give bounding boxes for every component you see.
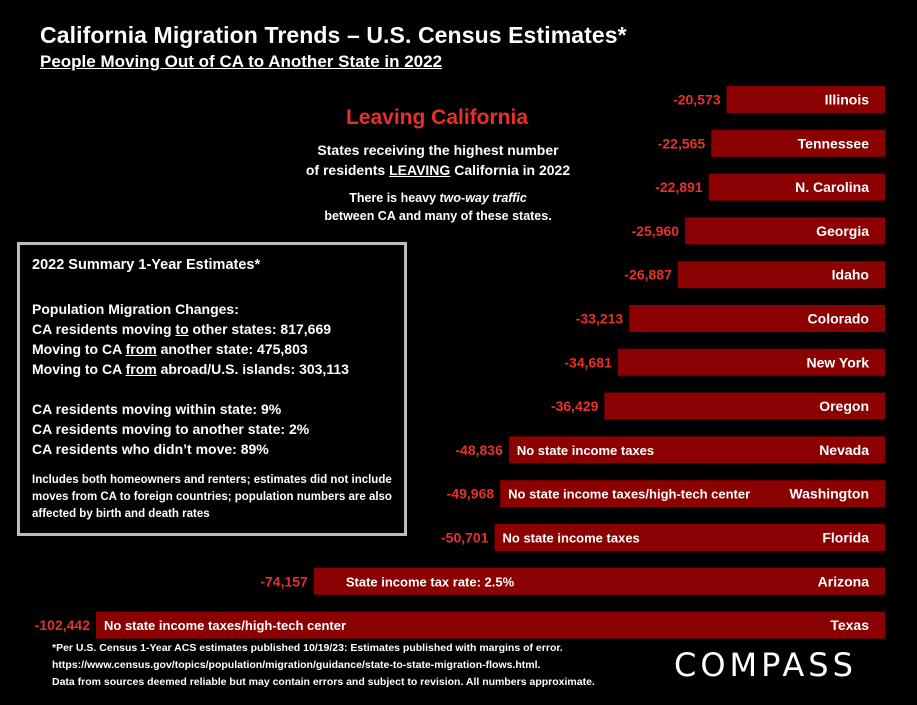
value-label-texas: -102,442 bbox=[35, 617, 90, 633]
summary-line-didnt-move: CA residents who didn’t move: 89% bbox=[32, 441, 269, 457]
bar-nevada bbox=[508, 436, 885, 464]
category-label-n-carolina: N. Carolina bbox=[795, 179, 869, 195]
value-label-arizona: -74,157 bbox=[260, 573, 308, 589]
value-label-florida: -50,701 bbox=[441, 530, 489, 546]
bar-washington bbox=[500, 480, 885, 508]
l3-a: Moving to CA bbox=[32, 361, 126, 377]
bar-florida bbox=[494, 524, 885, 551]
value-label-colorado: -33,213 bbox=[576, 311, 624, 327]
bar-idaho bbox=[677, 261, 885, 289]
bar-new-york bbox=[617, 348, 885, 376]
l2-u: from bbox=[125, 341, 157, 357]
summary-line-another-state: CA residents moving to another state: 2% bbox=[32, 421, 310, 437]
footer-line2: https://www.census.gov/topics/population… bbox=[52, 659, 541, 671]
footer-line3: Data from sources deemed reliable but ma… bbox=[52, 676, 595, 688]
summary-box: 2022 Summary 1-Year Estimates* Populatio… bbox=[17, 242, 407, 536]
annotation-florida: No state income taxes bbox=[503, 531, 640, 546]
leaving-line1: States receiving the highest number bbox=[317, 142, 559, 158]
leaving-line2-emphasis: LEAVING bbox=[389, 162, 451, 178]
summary-footnote: Includes both homeowners and renters; es… bbox=[32, 474, 392, 520]
annotation-arizona: State income tax rate: 2.5% bbox=[346, 574, 515, 589]
category-label-new-york: New York bbox=[806, 354, 869, 370]
bar-georgia bbox=[685, 217, 885, 245]
spacer bbox=[32, 379, 392, 399]
value-label-illinois: -20,573 bbox=[673, 92, 721, 108]
leaving-line2-post: California in 2022 bbox=[450, 162, 571, 178]
category-label-tennessee: Tennessee bbox=[798, 135, 870, 151]
bar-texas bbox=[96, 611, 885, 639]
l1-b: other states: 817,669 bbox=[188, 321, 332, 337]
note1-pre: There is heavy bbox=[349, 191, 440, 205]
two-way-note: There is heavy two-way traffic between C… bbox=[268, 189, 608, 225]
l2-a: Moving to CA bbox=[32, 341, 126, 357]
footer-notes: *Per U.S. Census 1-Year ACS estimates pu… bbox=[52, 640, 595, 691]
category-label-colorado: Colorado bbox=[808, 311, 869, 327]
leaving-line2: of residents LEAVING California in 2022 bbox=[268, 160, 608, 180]
leaving-description: States receiving the highest number of r… bbox=[268, 140, 608, 180]
value-label-new-york: -34,681 bbox=[564, 354, 612, 370]
l3-u: from bbox=[125, 361, 157, 377]
category-label-oregon: Oregon bbox=[819, 398, 869, 414]
summary-heading: 2022 Summary 1-Year Estimates* bbox=[32, 257, 261, 273]
l3-b: abroad/U.S. islands: 303,113 bbox=[156, 361, 349, 377]
category-label-florida: Florida bbox=[822, 530, 869, 546]
l1-u: to bbox=[175, 321, 189, 337]
annotation-nevada: No state income taxes bbox=[517, 443, 654, 458]
leaving-line2-pre: of residents bbox=[305, 162, 390, 178]
note1-emphasis: two-way traffic bbox=[439, 191, 527, 205]
annotation-texas: No state income taxes/high-tech center bbox=[104, 618, 346, 633]
annotation-washington: No state income taxes/high-tech center bbox=[508, 487, 750, 502]
compass-logo: COMPASS bbox=[674, 646, 857, 684]
summary-line-from-another-state: Moving to CA from another state: 475,803 bbox=[32, 339, 392, 359]
page-title: California Migration Trends – U.S. Censu… bbox=[40, 22, 627, 48]
bar-n-carolina bbox=[708, 173, 885, 201]
value-label-idaho: -26,887 bbox=[624, 267, 672, 283]
summary-line-moving-to-other-states: CA residents moving to other states: 817… bbox=[32, 319, 392, 339]
category-label-illinois: Illinois bbox=[825, 92, 870, 108]
value-label-tennessee: -22,565 bbox=[658, 135, 706, 151]
two-way-note-line2: between CA and many of these states. bbox=[324, 209, 552, 223]
summary-line-within-state: CA residents moving within state: 9% bbox=[32, 401, 282, 417]
bar-arizona bbox=[313, 567, 886, 595]
bar-tennessee bbox=[711, 129, 885, 157]
population-migration-label: Population Migration Changes: bbox=[32, 301, 239, 317]
l2-b: another state: 475,803 bbox=[156, 341, 308, 357]
value-label-washington: -49,968 bbox=[447, 486, 495, 502]
category-label-idaho: Idaho bbox=[832, 267, 869, 283]
category-label-georgia: Georgia bbox=[816, 223, 869, 239]
value-label-nevada: -48,836 bbox=[455, 442, 503, 458]
summary-line-from-abroad: Moving to CA from abroad/U.S. islands: 3… bbox=[32, 359, 392, 379]
two-way-note-line1: There is heavy two-way traffic bbox=[268, 189, 608, 207]
category-label-nevada: Nevada bbox=[819, 442, 869, 458]
category-label-washington: Washington bbox=[789, 486, 869, 502]
bar-illinois bbox=[726, 86, 885, 113]
bar-oregon bbox=[604, 392, 885, 420]
category-label-arizona: Arizona bbox=[818, 573, 870, 589]
page-subtitle: People Moving Out of CA to Another State… bbox=[40, 52, 443, 71]
value-label-georgia: -25,960 bbox=[632, 223, 680, 239]
bar-colorado bbox=[629, 305, 885, 332]
footer-line1: *Per U.S. Census 1-Year ACS estimates pu… bbox=[52, 642, 563, 654]
value-label-n-carolina: -22,891 bbox=[655, 179, 703, 195]
category-label-texas: Texas bbox=[830, 617, 869, 633]
leaving-heading: Leaving California bbox=[345, 106, 529, 129]
value-label-oregon: -36,429 bbox=[551, 398, 599, 414]
l1-a: CA residents moving bbox=[32, 321, 176, 337]
